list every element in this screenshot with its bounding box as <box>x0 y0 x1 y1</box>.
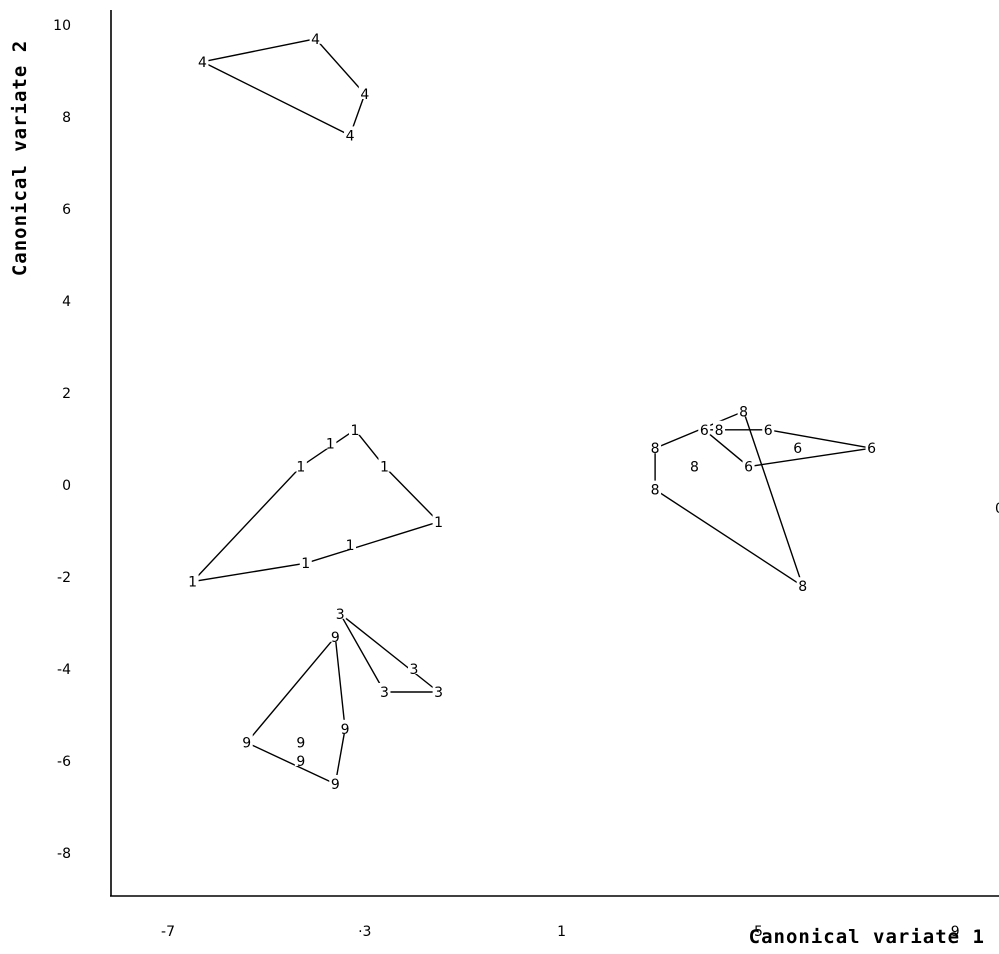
point-backdrop <box>348 420 361 435</box>
data-point-group-4: 4 <box>198 55 207 71</box>
x-tick-label: 5 <box>754 924 763 940</box>
data-point-group-8: 8 <box>690 460 699 476</box>
point-backdrop <box>294 752 307 766</box>
point-backdrop <box>742 457 755 472</box>
data-point-group-1: 1 <box>188 575 197 591</box>
point-backdrop <box>240 733 253 748</box>
point-backdrop <box>796 577 809 592</box>
data-point-group-9: 9 <box>242 736 251 752</box>
data-point-group-1: 1 <box>301 556 310 572</box>
data-point-group-3: 3 <box>434 685 443 701</box>
point-backdrop <box>378 457 391 472</box>
point-backdrop <box>324 434 337 449</box>
data-point-group-4: 4 <box>346 128 355 144</box>
hull-group-8 <box>654 410 805 588</box>
data-point-group-1: 1 <box>296 460 305 476</box>
point-backdrop <box>334 604 347 619</box>
data-point-group-1: 1 <box>326 437 335 453</box>
data-point-group-4: 4 <box>360 87 369 103</box>
point-backdrop <box>432 512 445 527</box>
point-backdrop <box>344 535 357 550</box>
data-point-group-0: 0 <box>995 501 999 517</box>
data-point-group-9: 9 <box>341 722 350 738</box>
point-backdrop <box>309 29 322 44</box>
point-backdrop <box>378 683 391 697</box>
hull-group-4 <box>200 38 366 137</box>
y-tick-label: -8 <box>57 846 71 862</box>
y-tick-label: 8 <box>62 110 71 126</box>
data-point-group-9: 9 <box>331 630 340 646</box>
data-point-group-3: 3 <box>336 607 345 623</box>
data-points: 4444111111113333999999888888666660000 <box>186 29 999 793</box>
x-tick-label: ·3 <box>358 924 371 940</box>
y-tick-label: -2 <box>57 570 71 586</box>
y-tick-labels: 10 8 6 4 2 0 -2 -4 -6 -8 <box>53 18 71 862</box>
data-point-group-8: 8 <box>739 404 748 420</box>
point-backdrop <box>737 402 750 417</box>
data-point-group-1: 1 <box>350 423 359 439</box>
data-point-group-9: 9 <box>296 754 305 770</box>
data-point-group-8: 8 <box>651 441 660 457</box>
data-point-group-3: 3 <box>410 662 419 678</box>
x-tick-label: 9 <box>951 924 960 940</box>
point-backdrop <box>329 775 342 789</box>
point-backdrop <box>294 733 307 748</box>
data-point-group-8: 8 <box>798 579 807 595</box>
data-point-group-4: 4 <box>311 32 320 48</box>
point-backdrop <box>649 480 662 495</box>
data-point-group-8: 8 <box>715 423 724 439</box>
point-backdrop <box>196 52 209 67</box>
data-point-group-9: 9 <box>296 736 305 752</box>
point-backdrop <box>358 85 371 99</box>
point-backdrop <box>762 420 775 435</box>
x-tick-label: 1 <box>557 924 566 940</box>
data-point-group-9: 9 <box>331 777 340 793</box>
y-tick-label: -4 <box>57 662 71 678</box>
data-point-group-1: 1 <box>380 460 389 476</box>
data-point-group-8: 8 <box>651 483 660 499</box>
y-tick-label: 0 <box>62 478 71 494</box>
point-backdrop <box>329 627 342 642</box>
point-backdrop <box>294 457 307 472</box>
hull-group-1 <box>190 428 440 583</box>
data-point-group-6: 6 <box>764 423 773 439</box>
point-backdrop <box>408 660 420 674</box>
x-tick-labels: -7 ·3 1 5 9 <box>161 924 960 940</box>
point-backdrop <box>713 420 726 435</box>
point-backdrop <box>344 126 357 141</box>
data-point-group-6: 6 <box>744 460 753 476</box>
y-axis-title: Canonical variate 2 <box>9 40 31 276</box>
data-point-group-1: 1 <box>434 515 443 531</box>
point-backdrop <box>865 439 878 454</box>
point-backdrop <box>688 457 701 472</box>
data-point-group-6: 6 <box>867 441 876 457</box>
point-backdrop <box>186 572 199 587</box>
point-backdrop <box>791 439 804 454</box>
group-hulls <box>190 38 872 786</box>
y-tick-label: 2 <box>62 386 71 402</box>
point-backdrop <box>649 439 662 454</box>
data-point-group-3: 3 <box>380 685 389 701</box>
point-backdrop <box>299 554 312 569</box>
y-tick-label: 6 <box>62 202 71 218</box>
point-backdrop <box>993 499 999 513</box>
y-tick-label: 10 <box>53 18 71 34</box>
point-backdrop <box>339 719 352 734</box>
y-tick-label: -6 <box>57 754 71 770</box>
point-backdrop <box>698 420 711 435</box>
data-point-group-6: 6 <box>793 441 802 457</box>
x-axis-title: Canonical variate 1 <box>749 926 985 948</box>
data-point-group-1: 1 <box>346 538 355 554</box>
data-point-group-6: 6 <box>700 423 709 439</box>
hull-group-3 <box>339 613 441 693</box>
y-tick-label: 4 <box>62 294 71 310</box>
point-backdrop <box>432 683 445 697</box>
x-tick-label: -7 <box>161 924 175 940</box>
hull-group-6 <box>702 429 872 468</box>
